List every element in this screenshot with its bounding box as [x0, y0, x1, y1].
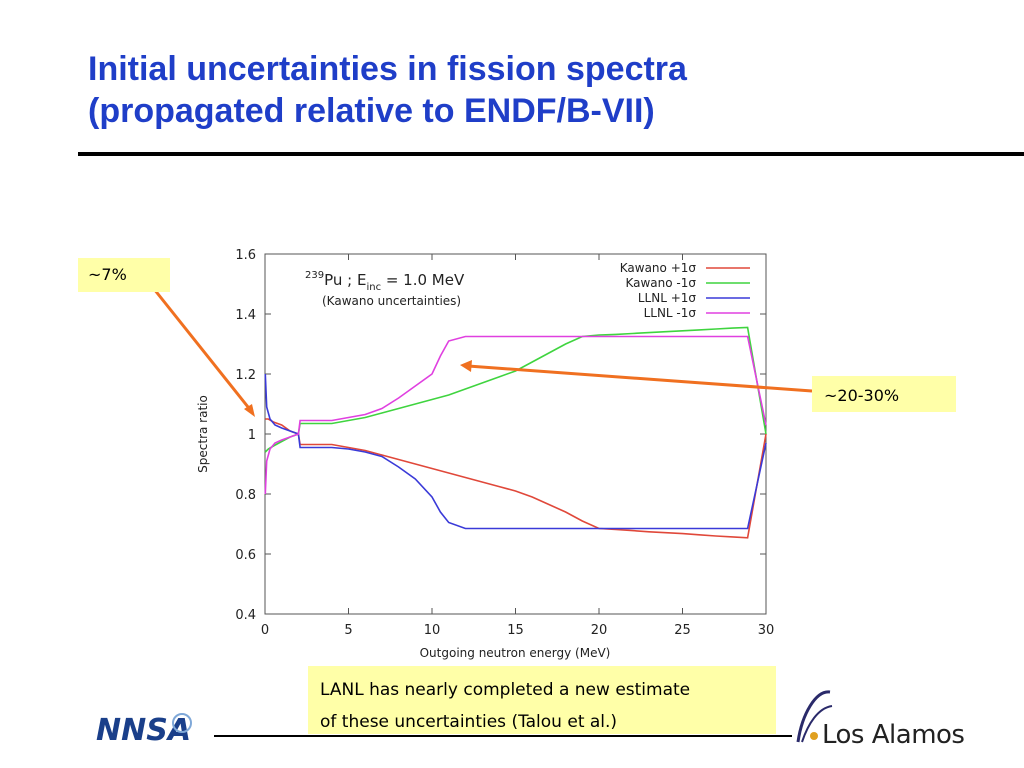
legend-label-3: LLNL +1σ [638, 291, 697, 305]
series-line-1 [265, 418, 767, 539]
x-tick-label: 20 [591, 623, 608, 638]
arrow-left [152, 288, 254, 413]
x-tick-label: 0 [261, 623, 269, 638]
x-tick-label: 5 [344, 623, 352, 638]
title-divider [78, 152, 1024, 156]
y-tick-label: 1.6 [235, 248, 256, 263]
x-tick-label: 25 [674, 623, 691, 638]
axis-ticks: 0 5 10 15 20 25 30 0.4 0.6 0.8 1 1.2 1.4 1.6 [235, 248, 774, 638]
title-line-2: (propagated relative to ENDF/B-VII) [88, 92, 655, 130]
chart-annotation-line-1: 239Pu ; Einc = 1.0 MeV [305, 270, 465, 293]
series-lines [264, 326, 767, 539]
x-tick-label: 10 [424, 623, 441, 638]
annotation-subscript: inc [366, 282, 381, 293]
series-line-2 [264, 326, 767, 453]
y-axis-label: Spectra ratio [196, 395, 210, 473]
y-tick-label: 1.4 [235, 308, 256, 323]
los-alamos-wordmark: Los Alamos [822, 720, 965, 750]
callout-20-30-percent: ~20-30% [812, 376, 956, 412]
series-line-3 [264, 373, 767, 530]
x-tick-label: 30 [758, 623, 775, 638]
legend-label-4: LLNL -1σ [644, 306, 697, 320]
los-alamos-logo-mark [796, 690, 833, 743]
y-tick-label: 1.2 [235, 368, 256, 383]
callout-7-percent: ~7% [78, 258, 170, 292]
y-tick-label: 0.6 [235, 548, 256, 563]
y-tick-label: 0.8 [235, 488, 256, 503]
annotation-main: Pu ; E [324, 271, 366, 289]
note-box: LANL has nearly completed a new estimate… [308, 666, 776, 734]
title-line-1: Initial uncertainties in fission spectra [88, 50, 687, 88]
annotation-superscript: 239 [305, 270, 324, 281]
note-line-2: of these uncertainties (Talou et al.) [320, 712, 618, 732]
arrow-right [467, 364, 813, 393]
arrow-left-head [244, 404, 255, 417]
nnsa-logo: NNSA [96, 713, 192, 746]
y-tick-label: 1 [248, 428, 256, 443]
x-tick-label: 15 [507, 623, 524, 638]
series-line-4 [264, 335, 767, 495]
footer-divider [214, 735, 792, 737]
note-line-1: LANL has nearly completed a new estimate [320, 680, 691, 700]
arrow-right-head [460, 360, 472, 372]
legend-label-1: Kawano +1σ [620, 261, 697, 275]
x-axis-label: Outgoing neutron energy (MeV) [420, 646, 611, 660]
chart-annotation-line-2: (Kawano uncertainties) [322, 294, 461, 308]
annotation-tail: = 1.0 MeV [381, 271, 465, 289]
legend-label-2: Kawano -1σ [625, 276, 696, 290]
slide-title: Initial uncertainties in fission spectra… [88, 48, 687, 132]
y-tick-label: 0.4 [235, 608, 256, 623]
